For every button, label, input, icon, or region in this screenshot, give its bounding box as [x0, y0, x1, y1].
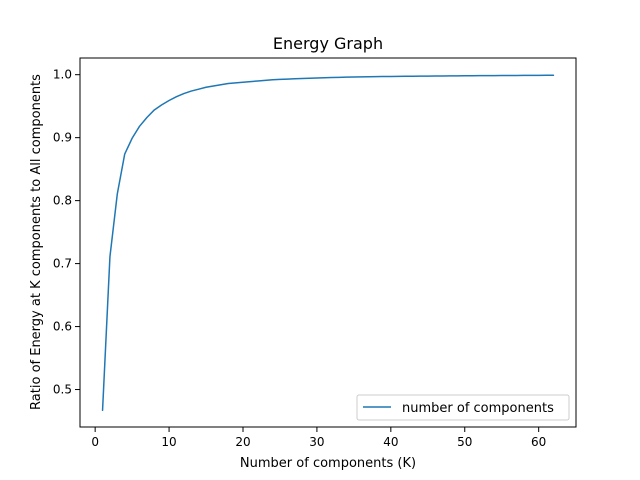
x-tick-label: 40: [383, 435, 398, 449]
y-tick-label: 1.0: [53, 68, 72, 82]
y-tick-label: 0.8: [53, 194, 72, 208]
y-axis-label: Ratio of Energy at K components to All c…: [29, 74, 44, 410]
y-tick-label: 0.6: [53, 320, 72, 334]
x-tick-label: 60: [531, 435, 546, 449]
legend-box: [356, 394, 570, 421]
series-line: [101, 74, 555, 412]
x-tick-label: 50: [457, 435, 472, 449]
chart-title: Energy Graph: [273, 34, 383, 53]
legend-label: number of components: [402, 401, 554, 416]
y-tick-label: 0.5: [53, 383, 72, 397]
x-axis-ticks: 0 10 20 30 40 50 60: [91, 427, 546, 449]
legend: number of components: [356, 394, 570, 421]
x-tick-label: 10: [161, 435, 176, 449]
axes-frame: [79, 57, 577, 428]
y-axis-ticks: 0.5 0.6 0.7 0.8 0.9 1.0: [53, 68, 80, 397]
plot-area: 0 10 20 30 40 50 60 0.5 0.6 0.7 0.8 0.9 1.0: [53, 57, 577, 449]
y-tick-label: 0.9: [53, 131, 72, 145]
x-tick-label: 0: [91, 435, 99, 449]
x-axis-label: Number of components (K): [240, 456, 416, 471]
x-tick-label: 30: [309, 435, 324, 449]
x-tick-label: 20: [235, 435, 250, 449]
y-tick-label: 0.7: [53, 257, 72, 271]
